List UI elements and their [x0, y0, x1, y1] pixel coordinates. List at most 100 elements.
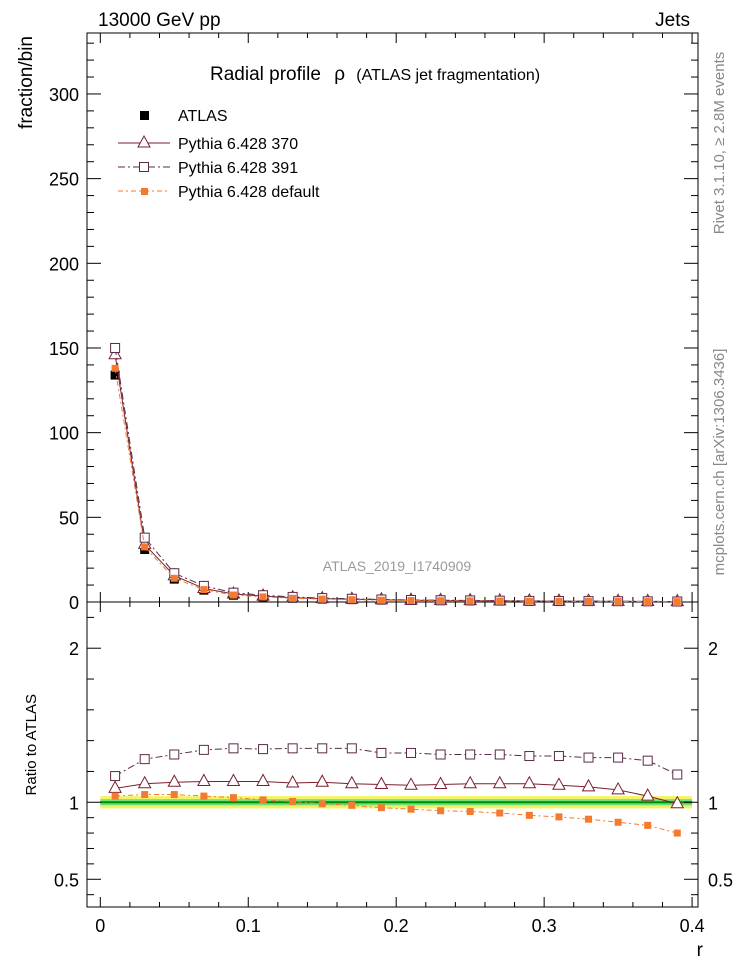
- ratio-y-tick-label: 0.5: [54, 870, 79, 890]
- ratio-point-pythia-6-428-default: [111, 792, 119, 800]
- title-sub: (ATLAS jet fragmentation): [356, 67, 540, 84]
- main-point-atlas: [110, 370, 120, 380]
- main-point-pythia-6-428-default: [289, 594, 297, 602]
- ratio-point-pythia-6-428-391: [553, 751, 564, 762]
- ratio-point-pythia-6-428-391: [139, 754, 150, 765]
- ratio-point-pythia-6-428-default: [141, 791, 149, 799]
- ratio-point-pythia-6-428-default: [466, 807, 474, 815]
- y-tick-label: 300: [49, 85, 79, 105]
- source-label: mcplots.cern.ch [arXiv:1306.3436]: [711, 349, 728, 576]
- analysis-tag: ATLAS_2019_I1740909: [323, 558, 472, 574]
- ratio-point-pythia-6-428-391: [317, 743, 328, 754]
- ratio-point-pythia-6-428-default: [229, 794, 237, 802]
- ratio-point-pythia-6-428-391: [376, 747, 387, 758]
- y-tick-label: 50: [59, 508, 79, 528]
- ratio-point-pythia-6-428-391: [613, 752, 624, 763]
- x-tick-label: 0.1: [236, 916, 261, 936]
- main-point-pythia-6-428-default: [585, 597, 593, 605]
- ratio-point-pythia-6-428-370: [226, 773, 241, 786]
- ratio-point-pythia-6-428-370: [433, 776, 448, 790]
- ratio-plot-frame: [86, 601, 699, 908]
- ratio-point-pythia-6-428-370: [197, 773, 211, 786]
- ratio-point-pythia-6-428-default: [496, 809, 504, 817]
- y-axis-label-ratio: Ratio to ATLAS: [23, 694, 40, 795]
- x-tick-label: 0: [95, 916, 105, 936]
- main-point-pythia-6-428-default: [437, 597, 445, 605]
- main-line-pythia-6-428-default: [114, 368, 678, 603]
- main-point-pythia-6-428-default: [111, 364, 119, 372]
- y-tick-label: 150: [49, 339, 79, 359]
- ratio-point-pythia-6-428-default: [377, 804, 385, 812]
- x-tick-label: 0.3: [532, 916, 557, 936]
- main-point-pythia-6-428-default: [348, 596, 356, 604]
- data-series: [108, 342, 685, 837]
- ratio-point-pythia-6-428-391: [524, 751, 535, 762]
- ratio-line-pythia-6-428-391: [114, 747, 678, 777]
- y-tick-label: 100: [49, 424, 79, 444]
- ratio-point-pythia-6-428-default: [407, 805, 415, 813]
- ratio-point-pythia-6-428-370: [492, 775, 507, 789]
- main-point-pythia-6-428-default: [673, 598, 681, 606]
- category-label: Jets: [655, 10, 690, 31]
- x-axis-label: r: [697, 940, 704, 961]
- ratio-point-pythia-6-428-391: [642, 755, 653, 766]
- ratio-point-pythia-6-428-370: [611, 781, 625, 795]
- legend-label-391: Pythia 6.428 391: [178, 160, 298, 177]
- ratio-point-pythia-6-428-default: [614, 818, 622, 826]
- ratio-point-pythia-6-428-default: [555, 813, 563, 821]
- ratio-line-pythia-6-428-default: [115, 794, 678, 834]
- ratio-y-tick-label: 2: [69, 639, 79, 659]
- ratio-point-pythia-6-428-370: [670, 795, 685, 809]
- energy-label: 13000 GeV pp: [98, 10, 221, 31]
- ratio-point-pythia-6-428-391: [228, 743, 239, 754]
- main-point-pythia-6-428-default: [407, 597, 415, 605]
- ratio-point-pythia-6-428-391: [346, 743, 357, 754]
- main-point-pythia-6-428-default: [525, 597, 533, 605]
- main-point-pythia-6-428-default: [141, 543, 149, 551]
- ratio-point-pythia-6-428-391: [169, 749, 180, 760]
- ratio-point-pythia-6-428-370: [137, 775, 152, 789]
- ratio-point-pythia-6-428-370: [256, 773, 270, 786]
- ratio-point-pythia-6-428-default: [585, 815, 593, 823]
- ratio-point-pythia-6-428-370: [404, 777, 418, 790]
- main-point-pythia-6-428-default: [466, 597, 474, 605]
- main-point-pythia-6-428-default: [318, 595, 326, 603]
- legend-label-atlas: ATLAS: [178, 108, 228, 125]
- ratio-point-pythia-6-428-370: [344, 775, 359, 789]
- ratio-point-pythia-6-428-370: [285, 774, 300, 788]
- ratio-point-pythia-6-428-391: [110, 771, 121, 782]
- ratio-point-pythia-6-428-391: [405, 747, 416, 758]
- y-tick-label: 200: [49, 254, 79, 274]
- legend-marker-391: [139, 162, 149, 172]
- ratio-point-pythia-6-428-default: [644, 821, 652, 829]
- main-point-pythia-6-428-391: [139, 532, 150, 543]
- ratio-point-pythia-6-428-default: [289, 797, 297, 805]
- ratio-point-pythia-6-428-391: [435, 749, 446, 760]
- ratio-point-pythia-6-428-391: [494, 749, 505, 760]
- ratio-point-pythia-6-428-370: [640, 788, 655, 801]
- legend-label-default: Pythia 6.428 default: [178, 184, 320, 201]
- ratio-y-tick-label: 1: [69, 793, 79, 813]
- ratio-point-pythia-6-428-370: [552, 777, 566, 790]
- title-symbol: ρ: [334, 64, 345, 85]
- main-point-pythia-6-428-default: [377, 596, 385, 604]
- ratio-y-tick-label-right: 0.5: [708, 870, 733, 890]
- title-main: Radial profile: [210, 64, 321, 85]
- rivet-label: Rivet 3.1.10, ≥ 2.8M events: [711, 52, 728, 235]
- legend-marker-default: [141, 188, 148, 195]
- legend: ATLAS Pythia 6.428 370 Pythia 6.428 391 …: [118, 108, 320, 201]
- ratio-point-pythia-6-428-370: [522, 775, 537, 789]
- ratio-point-pythia-6-428-391: [465, 749, 476, 760]
- main-point-pythia-6-428-default: [614, 597, 622, 605]
- legend-label-370: Pythia 6.428 370: [178, 136, 298, 153]
- main-point-pythia-6-428-default: [555, 597, 563, 605]
- ratio-point-pythia-6-428-370: [374, 776, 389, 790]
- ratio-point-pythia-6-428-370: [167, 774, 182, 787]
- main-point-pythia-6-428-default: [229, 591, 237, 599]
- main-point-pythia-6-428-default: [496, 597, 504, 605]
- axis-ticks: 0 0.1 0.2 0.3 0.4 0 50 100 150 200 250 300 0.5 0.5 1 1 2…: [49, 33, 733, 936]
- ratio-point-pythia-6-428-391: [258, 744, 269, 755]
- ratio-point-pythia-6-428-370: [581, 778, 596, 792]
- y-axis-label-main: fraction/bin: [16, 36, 37, 129]
